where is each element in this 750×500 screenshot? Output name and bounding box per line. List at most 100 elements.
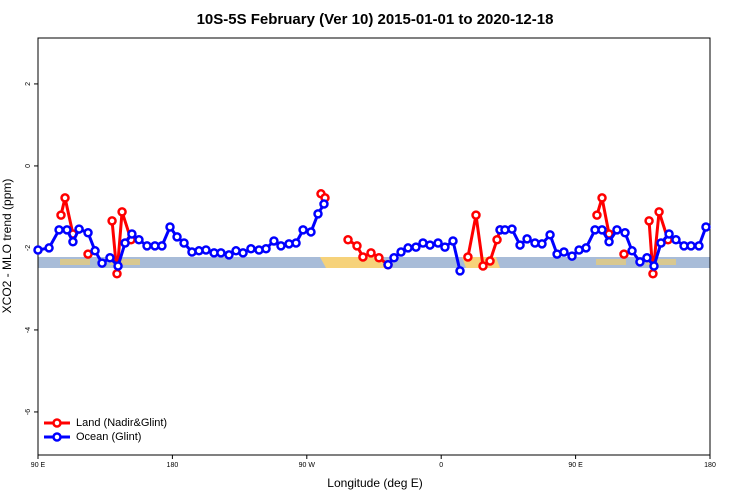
data-point — [649, 261, 659, 271]
data-point — [269, 236, 279, 246]
land-band — [320, 257, 386, 268]
y-tick-label: -6 — [25, 409, 32, 415]
data-point — [134, 234, 144, 245]
legend-label: Ocean (Glint) — [76, 431, 141, 443]
data-point — [581, 243, 591, 253]
data-point — [411, 242, 421, 252]
data-point — [358, 252, 368, 262]
data-point — [694, 241, 704, 251]
data-point — [319, 199, 329, 209]
x-tick-label: 90 E — [568, 462, 583, 469]
data-point — [686, 241, 696, 251]
data-point — [642, 253, 652, 263]
y-tick-label: -4 — [25, 327, 32, 333]
data-point — [291, 238, 301, 248]
data-point — [635, 257, 645, 267]
y-tick-label: 2 — [25, 82, 32, 86]
data-point — [664, 229, 674, 239]
data-point — [515, 240, 525, 250]
data-point — [216, 248, 226, 258]
data-point — [471, 210, 481, 220]
data-point — [201, 245, 211, 255]
data-point — [592, 210, 602, 220]
data-point — [33, 245, 43, 255]
data-point — [522, 234, 532, 244]
data-point — [644, 216, 654, 226]
data-point — [246, 244, 256, 254]
data-point — [343, 234, 353, 245]
data-point — [172, 232, 182, 242]
data-point — [425, 240, 435, 250]
data-point — [127, 229, 137, 239]
data-point — [142, 241, 152, 251]
data-point — [612, 225, 622, 235]
data-point — [90, 246, 100, 256]
data-point — [671, 234, 681, 245]
legend-marker — [52, 432, 62, 442]
data-point — [648, 269, 658, 279]
data-point — [559, 247, 569, 257]
data-point — [44, 243, 54, 253]
data-point — [485, 256, 495, 266]
data-point — [507, 224, 517, 234]
data-point — [179, 238, 189, 248]
data-point — [604, 237, 614, 247]
data-point — [627, 246, 637, 256]
land-band — [646, 259, 676, 265]
data-point — [238, 248, 248, 258]
data-point — [455, 266, 465, 276]
data-point — [389, 253, 399, 263]
data-point — [654, 207, 664, 217]
y-tick-label: 0 — [25, 164, 32, 168]
chart-title: 10S-5S February (Ver 10) 2015-01-01 to 2… — [197, 11, 554, 28]
map-strip — [38, 257, 710, 268]
data-point — [403, 243, 413, 253]
y-tick-label: -2 — [25, 245, 32, 251]
data-point — [306, 227, 316, 237]
data-point — [107, 216, 117, 226]
x-tick-label: 90 W — [299, 462, 316, 469]
data-point — [492, 234, 502, 245]
data-point — [545, 230, 555, 240]
land-band — [110, 259, 140, 265]
x-tick-label: 90 E — [31, 462, 46, 469]
data-point — [701, 222, 711, 232]
data-point — [597, 225, 607, 235]
data-point — [165, 222, 175, 232]
data-point — [97, 258, 107, 268]
data-point — [224, 250, 234, 260]
data-point — [352, 241, 362, 251]
data-point — [68, 237, 78, 247]
series-line — [110, 211, 133, 274]
data-point — [261, 244, 271, 254]
data-point — [83, 249, 93, 259]
data-point — [298, 225, 308, 235]
land-band — [60, 259, 90, 265]
data-point — [656, 238, 666, 248]
data-point — [383, 259, 393, 270]
data-point — [83, 228, 93, 238]
data-point — [597, 193, 607, 203]
x-tick-label: 180 — [167, 462, 179, 469]
data-point — [276, 241, 286, 251]
data-point — [567, 251, 577, 261]
x-tick-label: 180 — [704, 462, 716, 469]
data-point — [117, 207, 127, 217]
data-point — [440, 242, 450, 252]
data-point — [112, 269, 122, 279]
data-point — [366, 248, 376, 258]
data-point — [433, 238, 443, 248]
data-point — [619, 249, 629, 259]
data-point — [478, 261, 488, 271]
x-tick-label: 0 — [439, 462, 443, 469]
data-point — [105, 253, 115, 263]
data-point — [620, 228, 630, 238]
data-point — [54, 225, 64, 235]
data-point — [448, 236, 458, 246]
data-point — [463, 252, 473, 262]
legend-marker — [52, 418, 62, 428]
data-point — [74, 224, 84, 234]
data-point — [56, 210, 66, 220]
